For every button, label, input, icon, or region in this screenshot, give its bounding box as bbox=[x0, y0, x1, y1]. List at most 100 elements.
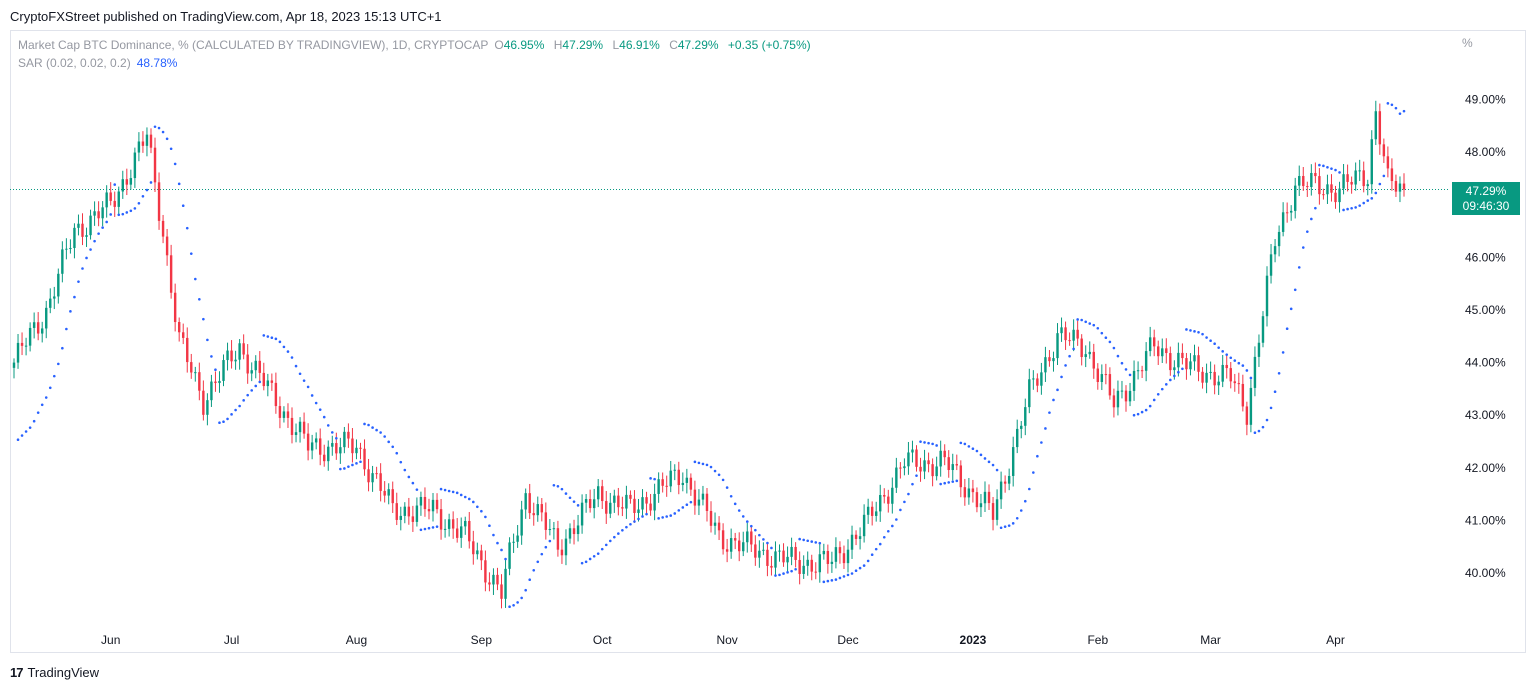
candle bbox=[923, 460, 926, 472]
candle bbox=[250, 370, 253, 374]
sar-dot bbox=[1241, 364, 1245, 367]
sar-dot bbox=[782, 572, 785, 575]
candle bbox=[850, 534, 854, 550]
sar-dot bbox=[1197, 330, 1200, 334]
candle bbox=[617, 495, 620, 508]
x-tick-label: Apr bbox=[1326, 633, 1345, 647]
sar-dot bbox=[1306, 230, 1309, 233]
sar-dot bbox=[1330, 167, 1333, 170]
candle bbox=[742, 542, 745, 552]
candle bbox=[1165, 348, 1168, 354]
candle bbox=[762, 549, 765, 551]
candle bbox=[995, 499, 999, 520]
candle bbox=[214, 381, 217, 384]
sar-dot bbox=[302, 379, 306, 382]
candle bbox=[1157, 346, 1160, 357]
candle bbox=[310, 442, 314, 451]
candle bbox=[516, 535, 519, 542]
sar-dot bbox=[318, 408, 322, 411]
candle bbox=[596, 486, 600, 500]
candle bbox=[258, 360, 261, 373]
sar-dot bbox=[822, 580, 826, 584]
sar-dot bbox=[149, 181, 153, 184]
candle bbox=[887, 496, 890, 504]
candle bbox=[866, 506, 870, 515]
sar-dot bbox=[48, 386, 52, 390]
sar-dot bbox=[665, 515, 668, 518]
candle bbox=[435, 499, 439, 510]
candle bbox=[1398, 183, 1402, 192]
candle bbox=[1140, 370, 1144, 372]
candle bbox=[198, 372, 201, 391]
sar-dot bbox=[1338, 171, 1341, 174]
candle bbox=[1007, 475, 1011, 484]
sar-dot bbox=[403, 468, 407, 472]
x-tick-label: 2023 bbox=[960, 633, 987, 647]
candle bbox=[1221, 364, 1224, 382]
candle bbox=[746, 531, 749, 543]
sar-dot bbox=[274, 337, 278, 341]
candle bbox=[190, 362, 193, 373]
sar-dot bbox=[218, 421, 221, 425]
sar-dot bbox=[931, 442, 934, 446]
sar-dot bbox=[568, 496, 572, 500]
sar-dot bbox=[1225, 353, 1229, 356]
candle bbox=[1064, 327, 1067, 341]
sar-dot bbox=[57, 362, 60, 366]
sar-dot bbox=[93, 239, 96, 243]
sar-dot bbox=[1160, 387, 1164, 391]
candle bbox=[778, 550, 781, 552]
sar-dot bbox=[641, 515, 644, 518]
candle bbox=[810, 559, 813, 572]
candle bbox=[983, 491, 987, 504]
sar-dot bbox=[133, 207, 137, 210]
candle bbox=[798, 559, 801, 574]
candle bbox=[971, 488, 975, 493]
candle bbox=[1257, 342, 1261, 357]
candle bbox=[363, 448, 366, 470]
sar-dot bbox=[472, 500, 475, 504]
sar-dot bbox=[1209, 339, 1212, 343]
tradingview-logo[interactable]: 17 TradingView bbox=[10, 665, 99, 680]
sar-dot bbox=[572, 500, 576, 503]
sar-legend[interactable]: SAR (0.02, 0.02, 0.2) 48.78% bbox=[18, 56, 177, 70]
candle bbox=[669, 470, 672, 487]
sar-dot bbox=[363, 422, 366, 426]
candle bbox=[61, 249, 64, 274]
sar-dot bbox=[484, 515, 487, 519]
x-tick-label: Sep bbox=[471, 633, 493, 647]
main-series-legend[interactable]: Market Cap BTC Dominance, % (CALCULATED … bbox=[18, 38, 811, 52]
candle bbox=[1084, 354, 1087, 358]
candle bbox=[500, 584, 503, 599]
candle bbox=[605, 501, 608, 514]
sar-dot bbox=[286, 350, 290, 353]
candle bbox=[1185, 358, 1188, 370]
candle bbox=[681, 482, 685, 486]
sar-dot bbox=[729, 494, 733, 498]
sar-dot bbox=[371, 426, 374, 429]
candle bbox=[488, 582, 491, 585]
candle bbox=[1032, 378, 1035, 380]
candle bbox=[1161, 348, 1164, 357]
sar-dot bbox=[1297, 266, 1301, 269]
candle bbox=[729, 538, 733, 552]
candle bbox=[210, 381, 213, 401]
sar-dot bbox=[36, 411, 40, 414]
x-tick-label: Nov bbox=[716, 633, 737, 647]
sar-dot bbox=[891, 524, 894, 528]
candle bbox=[528, 493, 531, 514]
sar-dot bbox=[504, 557, 507, 561]
sar-dot bbox=[1048, 411, 1051, 414]
sar-dot bbox=[915, 474, 918, 477]
sar-dot bbox=[157, 126, 161, 130]
sar-dot bbox=[552, 483, 556, 487]
sar-dot bbox=[770, 546, 773, 550]
sar-dot bbox=[987, 460, 991, 464]
y-tick-label: 49.00% bbox=[1465, 93, 1506, 107]
candle bbox=[963, 487, 967, 498]
candle bbox=[584, 499, 588, 503]
sar-dot bbox=[1156, 393, 1160, 396]
sar-dot bbox=[202, 317, 205, 321]
candle bbox=[230, 350, 233, 362]
